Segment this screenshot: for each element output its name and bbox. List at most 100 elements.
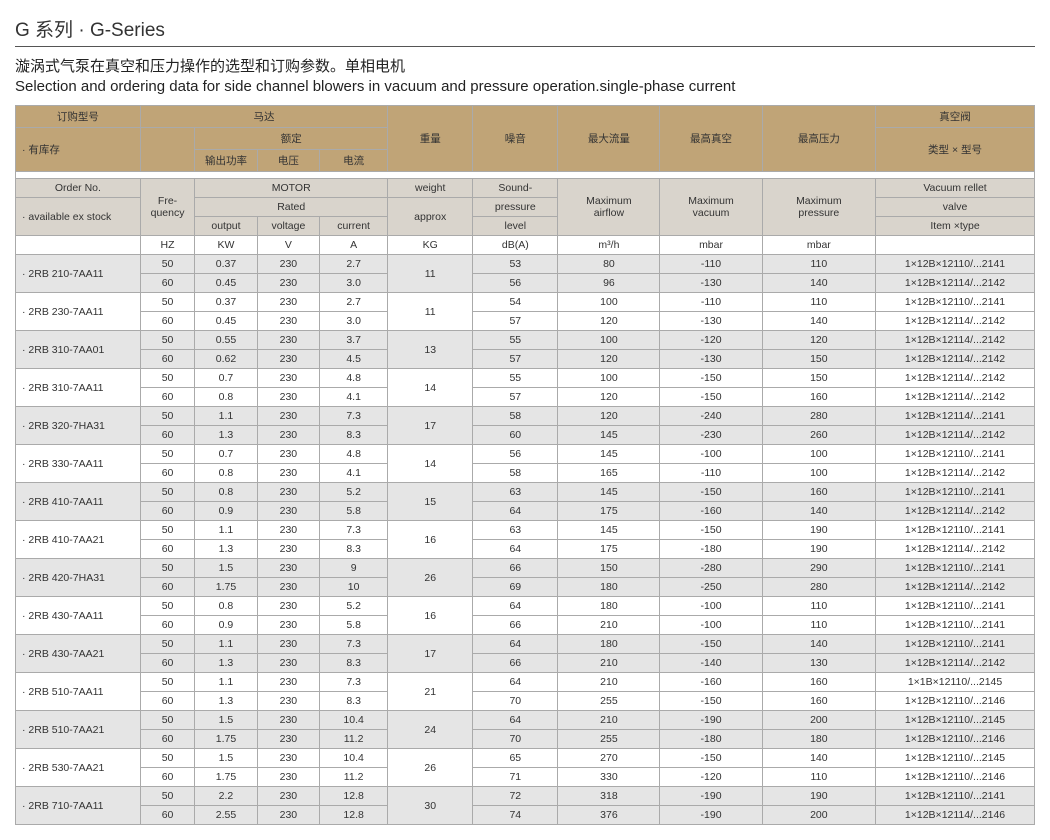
cell-weight: 26 [388, 559, 473, 597]
cell-db: 74 [473, 806, 558, 825]
cell-kw: 1.75 [195, 730, 257, 749]
hdr-freq-en: Fre- quency [140, 179, 194, 236]
table-row: · 2RB 210-7AA11500.372302.7115380-110110… [16, 255, 1035, 274]
cell-v: 230 [257, 293, 319, 312]
cell-weight: 11 [388, 293, 473, 331]
table-row: 601.32308.370255-1501601×12B×12110/...21… [16, 692, 1035, 711]
cell-prs: 160 [762, 388, 875, 407]
cell-prs: 180 [762, 730, 875, 749]
hdr-rated-cn: 额定 [195, 128, 388, 150]
unit-v: V [257, 236, 319, 255]
cell-v: 230 [257, 445, 319, 464]
hdr-current-cn: 电流 [320, 150, 388, 172]
cell-valve: 1×12B×12110/...2146 [876, 730, 1035, 749]
table-row: 600.452303.057120-1301401×12B×12114/...2… [16, 312, 1035, 331]
cell-vac: -150 [660, 483, 762, 502]
cell-db: 64 [473, 711, 558, 730]
cell-db: 64 [473, 673, 558, 692]
cell-db: 55 [473, 331, 558, 350]
cell-a: 4.5 [320, 350, 388, 369]
cell-prs: 150 [762, 350, 875, 369]
cell-prs: 130 [762, 654, 875, 673]
subtitle-cn: 漩涡式气泵在真空和压力操作的选型和订购参数。单相电机 [15, 55, 1035, 76]
cell-vac: -240 [660, 407, 762, 426]
cell-v: 230 [257, 464, 319, 483]
cell-order: · 2RB 310-7AA01 [16, 331, 141, 369]
cell-valve: 1×12B×12110/...2141 [876, 255, 1035, 274]
cell-m3h: 210 [558, 711, 660, 730]
cell-vac: -110 [660, 255, 762, 274]
cell-kw: 0.37 [195, 255, 257, 274]
cell-freq: 50 [140, 711, 194, 730]
hdr-pressure-en: pressure [473, 198, 558, 217]
cell-vac: -180 [660, 540, 762, 559]
cell-m3h: 210 [558, 673, 660, 692]
cell-v: 230 [257, 806, 319, 825]
cell-valve: 1×1B×12110/...2145 [876, 673, 1035, 692]
cell-vac: -150 [660, 635, 762, 654]
cell-weight: 26 [388, 749, 473, 787]
units-row: HZ KW V A KG dB(A) m³/h mbar mbar [16, 236, 1035, 255]
cell-prs: 200 [762, 711, 875, 730]
cell-vac: -150 [660, 369, 762, 388]
cell-a: 5.2 [320, 597, 388, 616]
cell-freq: 50 [140, 483, 194, 502]
cell-kw: 0.8 [195, 464, 257, 483]
cell-valve: 1×12B×12110/...2141 [876, 787, 1035, 806]
cell-prs: 110 [762, 255, 875, 274]
hdr-sound-en: Sound- [473, 179, 558, 198]
cell-kw: 1.3 [195, 692, 257, 711]
cell-valve: 1×12B×12114/...2142 [876, 388, 1035, 407]
table-row: 601.752301069180-2502801×12B×12114/...21… [16, 578, 1035, 597]
cell-a: 3.7 [320, 331, 388, 350]
cell-freq: 50 [140, 787, 194, 806]
cell-prs: 140 [762, 635, 875, 654]
cell-valve: 1×12B×12110/...2141 [876, 445, 1035, 464]
cell-kw: 1.75 [195, 768, 257, 787]
cell-a: 4.1 [320, 464, 388, 483]
cell-v: 230 [257, 616, 319, 635]
cell-vac: -110 [660, 293, 762, 312]
cell-v: 230 [257, 274, 319, 293]
cell-freq: 60 [140, 578, 194, 597]
cell-m3h: 180 [558, 635, 660, 654]
cell-prs: 140 [762, 312, 875, 331]
cell-a: 3.0 [320, 274, 388, 293]
cell-vac: -120 [660, 331, 762, 350]
cell-v: 230 [257, 692, 319, 711]
cell-freq: 60 [140, 730, 194, 749]
table-row: 600.92305.866210-1001101×12B×12110/...21… [16, 616, 1035, 635]
cell-m3h: 145 [558, 445, 660, 464]
title-sep: · [73, 20, 90, 41]
table-row: · 2RB 330-7AA11500.72304.81456145-100100… [16, 445, 1035, 464]
cell-kw: 0.55 [195, 331, 257, 350]
cell-freq: 50 [140, 331, 194, 350]
cell-prs: 110 [762, 616, 875, 635]
cell-kw: 0.8 [195, 597, 257, 616]
cell-weight: 17 [388, 635, 473, 673]
cell-m3h: 145 [558, 521, 660, 540]
hdr-stock-en: · available ex stock [16, 198, 141, 236]
cell-kw: 1.5 [195, 559, 257, 578]
cell-m3h: 318 [558, 787, 660, 806]
cell-db: 63 [473, 483, 558, 502]
hdr-maxair-en: Maximum airflow [558, 179, 660, 236]
cell-db: 71 [473, 768, 558, 787]
cell-prs: 190 [762, 787, 875, 806]
cell-m3h: 255 [558, 730, 660, 749]
cell-order: · 2RB 510-7AA11 [16, 673, 141, 711]
table-row: 600.92305.864175-1601401×12B×12114/...21… [16, 502, 1035, 521]
cell-prs: 290 [762, 559, 875, 578]
cell-a: 8.3 [320, 654, 388, 673]
header-cn-row1: 订购型号 马达 重量 噪音 最大流量 最高真空 最高压力 真空阀 [16, 106, 1035, 128]
cell-v: 230 [257, 540, 319, 559]
cell-freq: 60 [140, 426, 194, 445]
cell-m3h: 120 [558, 350, 660, 369]
cell-m3h: 175 [558, 540, 660, 559]
cell-prs: 100 [762, 464, 875, 483]
cell-valve: 1×12B×12114/...2142 [876, 312, 1035, 331]
cell-freq: 50 [140, 369, 194, 388]
cell-v: 230 [257, 559, 319, 578]
cell-kw: 0.37 [195, 293, 257, 312]
table-row: 601.7523011.270255-1801801×12B×12110/...… [16, 730, 1035, 749]
